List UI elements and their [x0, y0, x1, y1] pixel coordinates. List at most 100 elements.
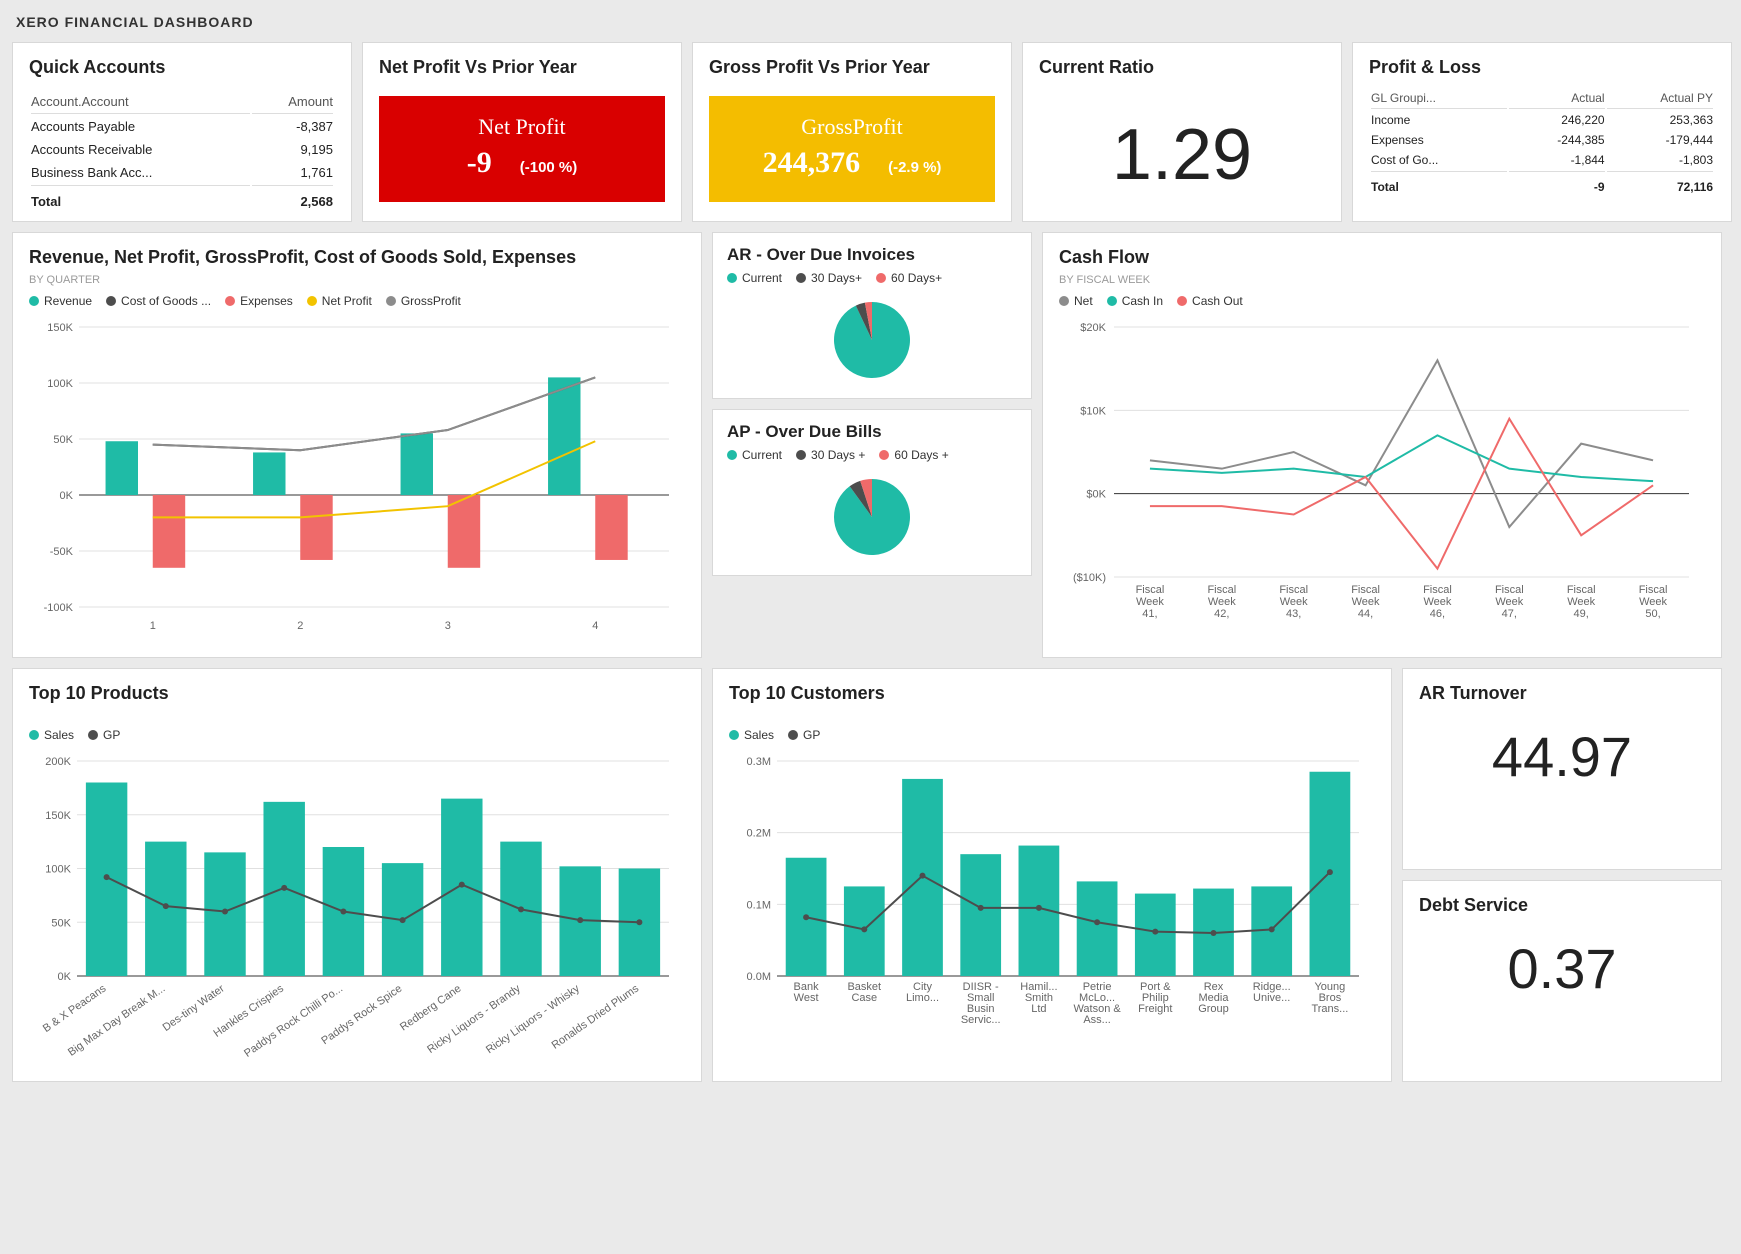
svg-text:FiscalWeek44,: FiscalWeek44, — [1351, 584, 1380, 620]
svg-text:50K: 50K — [51, 917, 71, 929]
revenue-legend: RevenueCost of Goods ...ExpensesNet Prof… — [29, 294, 685, 309]
svg-text:$20K: $20K — [1080, 322, 1106, 334]
svg-text:0.2M: 0.2M — [747, 828, 771, 840]
ap-legend: Current30 Days +60 Days + — [727, 448, 1017, 463]
svg-text:4: 4 — [592, 620, 598, 632]
svg-text:CityLimo...: CityLimo... — [906, 981, 939, 1004]
ar-turnover-title: AR Turnover — [1419, 683, 1705, 704]
top-customers-title: Top 10 Customers — [729, 683, 1375, 704]
top-products-chart[interactable]: 0K50K100K150K200KB & X PeacansBig Max Da… — [29, 751, 685, 1071]
overdue-column: AR - Over Due Invoices Current30 Days+60… — [712, 232, 1032, 658]
svg-text:-50K: -50K — [50, 546, 74, 558]
ar-legend: Current30 Days+60 Days+ — [727, 271, 1017, 286]
card-top-products: Top 10 Products SalesGP 0K50K100K150K200… — [12, 668, 702, 1082]
svg-text:-100K: -100K — [44, 602, 74, 614]
svg-text:Hamil...SmithLtd: Hamil...SmithLtd — [1020, 981, 1057, 1015]
table-row: Income246,220253,363 — [1371, 111, 1713, 129]
svg-text:Ricky Liquors - Whisky: Ricky Liquors - Whisky — [484, 982, 582, 1056]
gross-profit-delta: (-2.9 %) — [888, 159, 941, 176]
top-customers-chart[interactable]: 0.0M 0.1M 0.2M 0.3M BankWest BasketCase CityLi… — [729, 751, 1375, 1071]
svg-text:FiscalWeek46,: FiscalWeek46, — [1423, 584, 1452, 620]
page-title: XERO FINANCIAL DASHBOARD — [16, 14, 1729, 30]
current-ratio-value: 1.29 — [1039, 114, 1325, 196]
table-row: Accounts Receivable9,195 — [31, 139, 333, 160]
svg-text:YoungBrosTrans...: YoungBrosTrans... — [1311, 981, 1348, 1015]
card-debt-service: Debt Service 0.37 — [1402, 880, 1722, 1082]
gross-profit-title: Gross Profit Vs Prior Year — [709, 57, 995, 78]
gross-profit-value: 244,376 — [763, 146, 861, 180]
card-gross-profit: Gross Profit Vs Prior Year GrossProfit 2… — [692, 42, 1012, 222]
svg-text:1: 1 — [150, 620, 156, 632]
row-2: Revenue, Net Profit, GrossProfit, Cost o… — [12, 232, 1729, 658]
pl-total-row: Total-972,116 — [1371, 171, 1713, 194]
profit-loss-title: Profit & Loss — [1369, 57, 1715, 78]
ar-pie[interactable] — [727, 294, 1017, 390]
card-cash-flow: Cash Flow BY FISCAL WEEK NetCash InCash … — [1042, 232, 1722, 658]
svg-text:$0K: $0K — [1086, 489, 1106, 501]
top-products-title: Top 10 Products — [29, 683, 685, 704]
table-row: Accounts Payable-8,387 — [31, 116, 333, 137]
net-profit-title: Net Profit Vs Prior Year — [379, 57, 665, 78]
top-customers-legend: SalesGP — [729, 728, 1375, 743]
ap-pie[interactable] — [727, 471, 1017, 567]
current-ratio-title: Current Ratio — [1039, 57, 1325, 78]
ar-turnover-value: 44.97 — [1419, 724, 1705, 789]
quick-accounts-title: Quick Accounts — [29, 57, 335, 78]
svg-text:($10K): ($10K) — [1073, 572, 1106, 584]
table-row: Cost of Go...-1,844-1,803 — [1371, 151, 1713, 169]
gross-profit-label: GrossProfit — [719, 114, 985, 140]
svg-text:FiscalWeek47,: FiscalWeek47, — [1495, 584, 1524, 620]
svg-text:0.3M: 0.3M — [747, 756, 771, 768]
svg-text:200K: 200K — [45, 756, 71, 768]
top-products-legend: SalesGP — [29, 728, 685, 743]
revenue-chart[interactable]: -100K-50K0K50K100K150K1234 — [29, 317, 685, 637]
qa-total-row: Total2,568 — [31, 185, 333, 209]
svg-text:FiscalWeek41,: FiscalWeek41, — [1136, 584, 1165, 620]
cash-flow-title: Cash Flow — [1059, 247, 1705, 268]
card-quick-accounts: Quick Accounts Account.Account Amount Ac… — [12, 42, 352, 222]
cash-flow-chart[interactable]: ($10K)$0K$10K$20KFiscalWeek41,FiscalWeek… — [1059, 317, 1705, 647]
svg-text:FiscalWeek49,: FiscalWeek49, — [1567, 584, 1596, 620]
net-profit-block: Net Profit -9 (-100 %) — [379, 96, 665, 202]
net-profit-label: Net Profit — [389, 114, 655, 140]
row-3: Top 10 Products SalesGP 0K50K100K150K200… — [12, 668, 1729, 1082]
svg-text:BasketCase: BasketCase — [847, 981, 881, 1004]
card-profit-loss: Profit & Loss GL Groupi... Actual Actual… — [1352, 42, 1732, 222]
svg-text:Big Max Day Break M...: Big Max Day Break M... — [66, 983, 168, 1059]
svg-text:0K: 0K — [58, 971, 72, 983]
debt-service-value: 0.37 — [1419, 936, 1705, 1001]
svg-text:3: 3 — [445, 620, 451, 632]
row-1: Quick Accounts Account.Account Amount Ac… — [12, 42, 1729, 222]
net-profit-delta: (-100 %) — [520, 159, 578, 176]
quick-accounts-table: Account.Account Amount Accounts Payable-… — [29, 88, 335, 211]
revenue-title: Revenue, Net Profit, GrossProfit, Cost o… — [29, 247, 685, 268]
svg-text:2: 2 — [297, 620, 303, 632]
svg-text:0.0M: 0.0M — [747, 971, 771, 983]
svg-text:BankWest: BankWest — [794, 981, 820, 1004]
card-current-ratio: Current Ratio 1.29 — [1022, 42, 1342, 222]
svg-text:100K: 100K — [45, 864, 71, 876]
svg-text:FiscalWeek42,: FiscalWeek42, — [1207, 584, 1236, 620]
svg-text:FiscalWeek43,: FiscalWeek43, — [1279, 584, 1308, 620]
qa-col-account: Account.Account — [31, 90, 250, 114]
svg-text:50K: 50K — [53, 434, 73, 446]
net-profit-value: -9 — [467, 146, 492, 180]
svg-text:Port &PhilipFreight: Port &PhilipFreight — [1138, 981, 1172, 1015]
svg-text:RexMediaGroup: RexMediaGroup — [1198, 981, 1229, 1015]
card-top-customers: Top 10 Customers SalesGP 0.0M 0.1M 0.2M 0.3… — [712, 668, 1392, 1082]
svg-text:Paddys Rock Chilli Po...: Paddys Rock Chilli Po... — [242, 983, 345, 1060]
svg-text:0.1M: 0.1M — [747, 899, 771, 911]
svg-text:PetrieMcLo...Watson &Ass...: PetrieMcLo...Watson &Ass... — [1073, 981, 1121, 1026]
svg-text:DIISR -SmallBusinServic...: DIISR -SmallBusinServic... — [961, 981, 1001, 1026]
gross-profit-block: GrossProfit 244,376 (-2.9 %) — [709, 96, 995, 202]
svg-text:100K: 100K — [47, 378, 73, 390]
svg-text:0K: 0K — [60, 490, 74, 502]
svg-text:FiscalWeek50,: FiscalWeek50, — [1639, 584, 1668, 620]
card-ar-turnover: AR Turnover 44.97 — [1402, 668, 1722, 870]
table-row: Business Bank Acc...1,761 — [31, 162, 333, 183]
cash-flow-subtitle: BY FISCAL WEEK — [1059, 274, 1705, 286]
qa-col-amount: Amount — [252, 90, 333, 114]
cash-flow-legend: NetCash InCash Out — [1059, 294, 1705, 309]
card-ap-overdue: AP - Over Due Bills Current30 Days +60 D… — [712, 409, 1032, 576]
card-net-profit: Net Profit Vs Prior Year Net Profit -9 (… — [362, 42, 682, 222]
